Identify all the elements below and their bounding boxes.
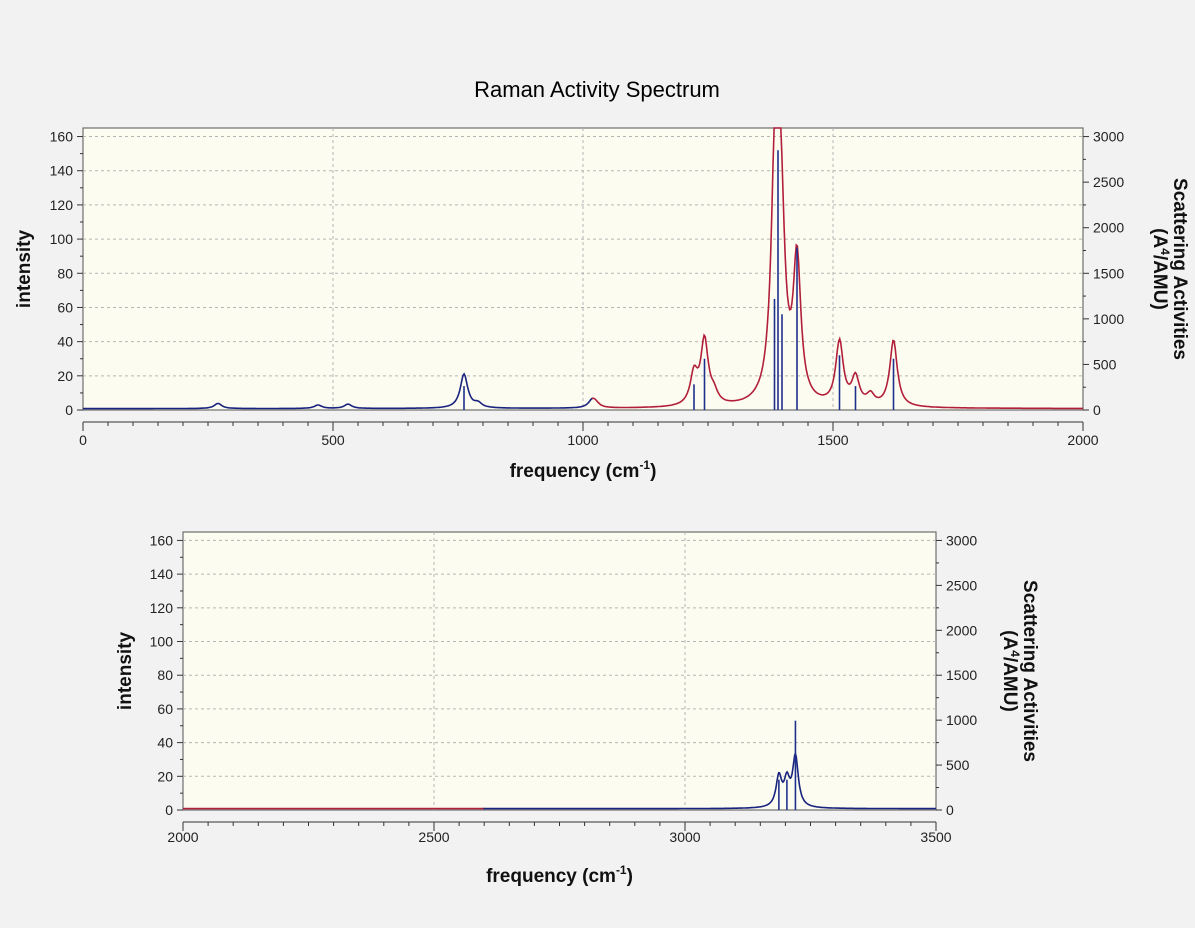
- chart-panel-1: 0 500 1000 1500 2000 0 20 40 60 80 100 120 140 160 0 50…: [14, 127, 1190, 482]
- y2-tick-label: 2000: [1093, 220, 1124, 236]
- y-tick-label: 100: [150, 634, 174, 650]
- y-tick-label: 60: [57, 299, 73, 315]
- y-tick-label: 160: [50, 129, 74, 145]
- y-tick-label: 20: [157, 768, 173, 784]
- y2-tick-label: 0: [1093, 402, 1101, 418]
- y2-tick-label: 500: [946, 757, 970, 773]
- y-tick-label: 40: [157, 735, 173, 751]
- y2-tick-label: 1500: [946, 667, 977, 683]
- y-tick-label: 20: [57, 368, 73, 384]
- x-tick-label: 1000: [567, 432, 598, 448]
- x-tick-label: 3000: [669, 829, 700, 845]
- y-tick-label: 120: [150, 600, 174, 616]
- y2-tick-label: 2500: [946, 577, 977, 593]
- figure-title: Raman Activity Spectrum: [474, 77, 720, 102]
- y2-tick-label: 3000: [1093, 129, 1124, 145]
- x-tick-label: 0: [79, 432, 87, 448]
- y2-tick-label: 2500: [1093, 174, 1124, 190]
- y-tick-label: 140: [150, 566, 174, 582]
- y2-axis-title: Scattering Activities(A4/AMU): [1149, 178, 1190, 360]
- y-tick-label: 40: [57, 334, 73, 350]
- y-axis-title: intensity: [14, 230, 35, 309]
- plot-area: [182, 531, 937, 811]
- y2-tick-label: 1000: [1093, 311, 1124, 327]
- y-tick-label: 60: [157, 701, 173, 717]
- spectrum-curve-segment: [591, 127, 1083, 410]
- x-tick-label: 1500: [817, 432, 848, 448]
- x-tick-label: 500: [321, 432, 345, 448]
- x-axis-title: frequency (cm-1): [486, 863, 633, 887]
- y-tick-label: 0: [165, 802, 173, 818]
- x-axis-title: frequency (cm-1): [510, 458, 657, 482]
- y-tick-label: 120: [50, 197, 74, 213]
- y-tick-label: 80: [157, 667, 173, 683]
- x-tick-label: 2000: [167, 829, 198, 845]
- y2-tick-label: 3000: [946, 532, 977, 548]
- y2-tick-label: 1000: [946, 712, 977, 728]
- x-tick-label: 2500: [418, 829, 449, 845]
- y-tick-label: 140: [50, 163, 74, 179]
- spectrum-curve-segment: [483, 750, 936, 810]
- y-tick-label: 80: [57, 265, 73, 281]
- y2-tick-label: 1500: [1093, 265, 1124, 281]
- x-tick-label: 2000: [1067, 432, 1098, 448]
- y2-axis-title: Scattering Activities(A4/AMU): [999, 580, 1040, 762]
- y-tick-label: 0: [65, 402, 73, 418]
- chart-panel-2: 2000 2500 3000 3500 0 20 40 60 80 100 120 140 160 0 50…: [115, 531, 1040, 887]
- y2-tick-label: 500: [1093, 356, 1117, 372]
- y-tick-label: 100: [50, 231, 74, 247]
- spectrum-curve-segment: [83, 372, 594, 410]
- y-tick-label: 160: [150, 532, 174, 548]
- y-axis-title: intensity: [115, 632, 136, 711]
- y2-tick-label: 2000: [946, 622, 977, 638]
- x-tick-label: 3500: [920, 829, 951, 845]
- y2-tick-label: 0: [946, 802, 954, 818]
